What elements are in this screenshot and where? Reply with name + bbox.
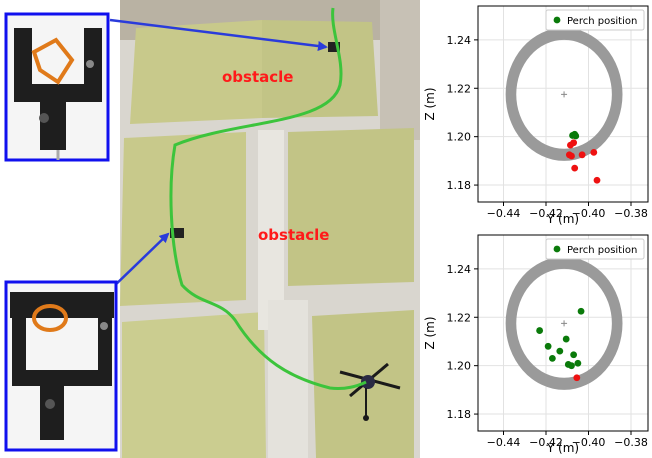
chart0-ring-center-marker [561, 91, 568, 98]
obstacle-label-middle: obstacle [258, 226, 329, 244]
chart1-perch-position-point [570, 351, 578, 359]
chart1-perch-position-point [577, 307, 585, 315]
obstacle-board-mid-left [120, 132, 246, 306]
perch-top [328, 42, 340, 52]
chart0-y-tick-label: 1.22 [447, 82, 472, 95]
quadrotor-drone [339, 362, 401, 421]
chart1-x-tick-label: −0.42 [529, 436, 563, 449]
chart0-plot-frame [477, 5, 649, 203]
obstacle-board-mid-right [288, 128, 414, 286]
chart1-x-tick-label: −0.40 [572, 436, 606, 449]
chart0-x-axis-label: Y (m) [546, 212, 579, 226]
obstacle-board-bottom-left [122, 312, 266, 458]
chart0-failed-perch-point [593, 176, 601, 184]
obstacle-board-top-left [130, 20, 262, 124]
chart1-y-tick-label: 1.24 [447, 263, 472, 276]
chart0-legend [545, 9, 645, 31]
chart0-perch-position-point [572, 132, 580, 140]
obstacle-board-top-right [262, 20, 378, 118]
chart1-y-tick-label: 1.22 [447, 311, 472, 324]
chart1-perch-position-point [556, 347, 564, 355]
chart1-ring-center-marker [561, 320, 568, 327]
chart0-failed-perch-point [578, 151, 586, 159]
chart0-x-tick-label: −0.42 [529, 207, 563, 220]
rail-vertical [258, 130, 284, 330]
chart0-x-tick-label: −0.44 [487, 207, 521, 220]
chart0-legend-label: Perch position [567, 16, 637, 27]
chart0-x-tick-label: −0.40 [572, 207, 606, 220]
chart1-perch-position-point [574, 359, 582, 367]
chart1-x-tick-label: −0.38 [614, 436, 648, 449]
chart1-perch-position-point [544, 342, 552, 350]
chart1-y-axis-label: Z (m) [423, 316, 437, 349]
experiment-photo: obstacle obstacle [4, 0, 420, 458]
chart1-y-tick-label: 1.18 [447, 408, 472, 421]
callout-arrow-top [109, 18, 328, 51]
chart1-failed-perch-point [573, 374, 581, 382]
chart0-failed-perch-point [568, 152, 575, 160]
chart0-failed-perch-point [571, 164, 579, 172]
flight-trajectory [169, 7, 367, 390]
chart1-plot-frame [477, 234, 649, 432]
chart1-perch-position-point [548, 355, 556, 362]
chart0-legend-marker [553, 16, 561, 24]
chart1-y-tick-label: 1.20 [447, 360, 472, 373]
perch-closeup-top [4, 12, 110, 162]
chart1-legend [545, 238, 645, 260]
chart1-perch-position-point [568, 362, 575, 370]
chart1-legend-marker [553, 245, 561, 253]
perch-scatter-chart-bottom: −0.44 −0.42 −0.40 −0.38 1.18 1.20 1.22 1.24 Perc… [423, 234, 649, 455]
chart0-y-tick-label: 1.24 [447, 34, 472, 47]
callout-arrow-bottom [109, 232, 170, 291]
chart1-x-tick-label: −0.44 [487, 436, 521, 449]
chart1-perch-position-point [536, 327, 544, 334]
chart0-failed-perch-point [570, 139, 578, 147]
perch-middle [170, 228, 184, 238]
perch-scatter-chart-top: −0.44 −0.42 −0.40 −0.38 1.18 1.20 1.22 1.24 Perc… [423, 5, 649, 226]
chart1-x-axis-label: Y (m) [546, 441, 579, 455]
obstacle-label-top: obstacle [222, 68, 293, 86]
lab-right-wall [380, 0, 420, 140]
chart0-y-axis-label: Z (m) [423, 87, 437, 120]
perch-closeup-bottom [4, 280, 118, 452]
chart0-failed-perch-point [590, 148, 598, 156]
chart0-y-tick-label: 1.18 [447, 179, 472, 192]
chart0-x-tick-label: −0.38 [614, 207, 648, 220]
chart1-perch-position-point [562, 335, 570, 343]
chart1-legend-label: Perch position [567, 245, 637, 256]
chart0-y-tick-label: 1.20 [447, 131, 472, 144]
